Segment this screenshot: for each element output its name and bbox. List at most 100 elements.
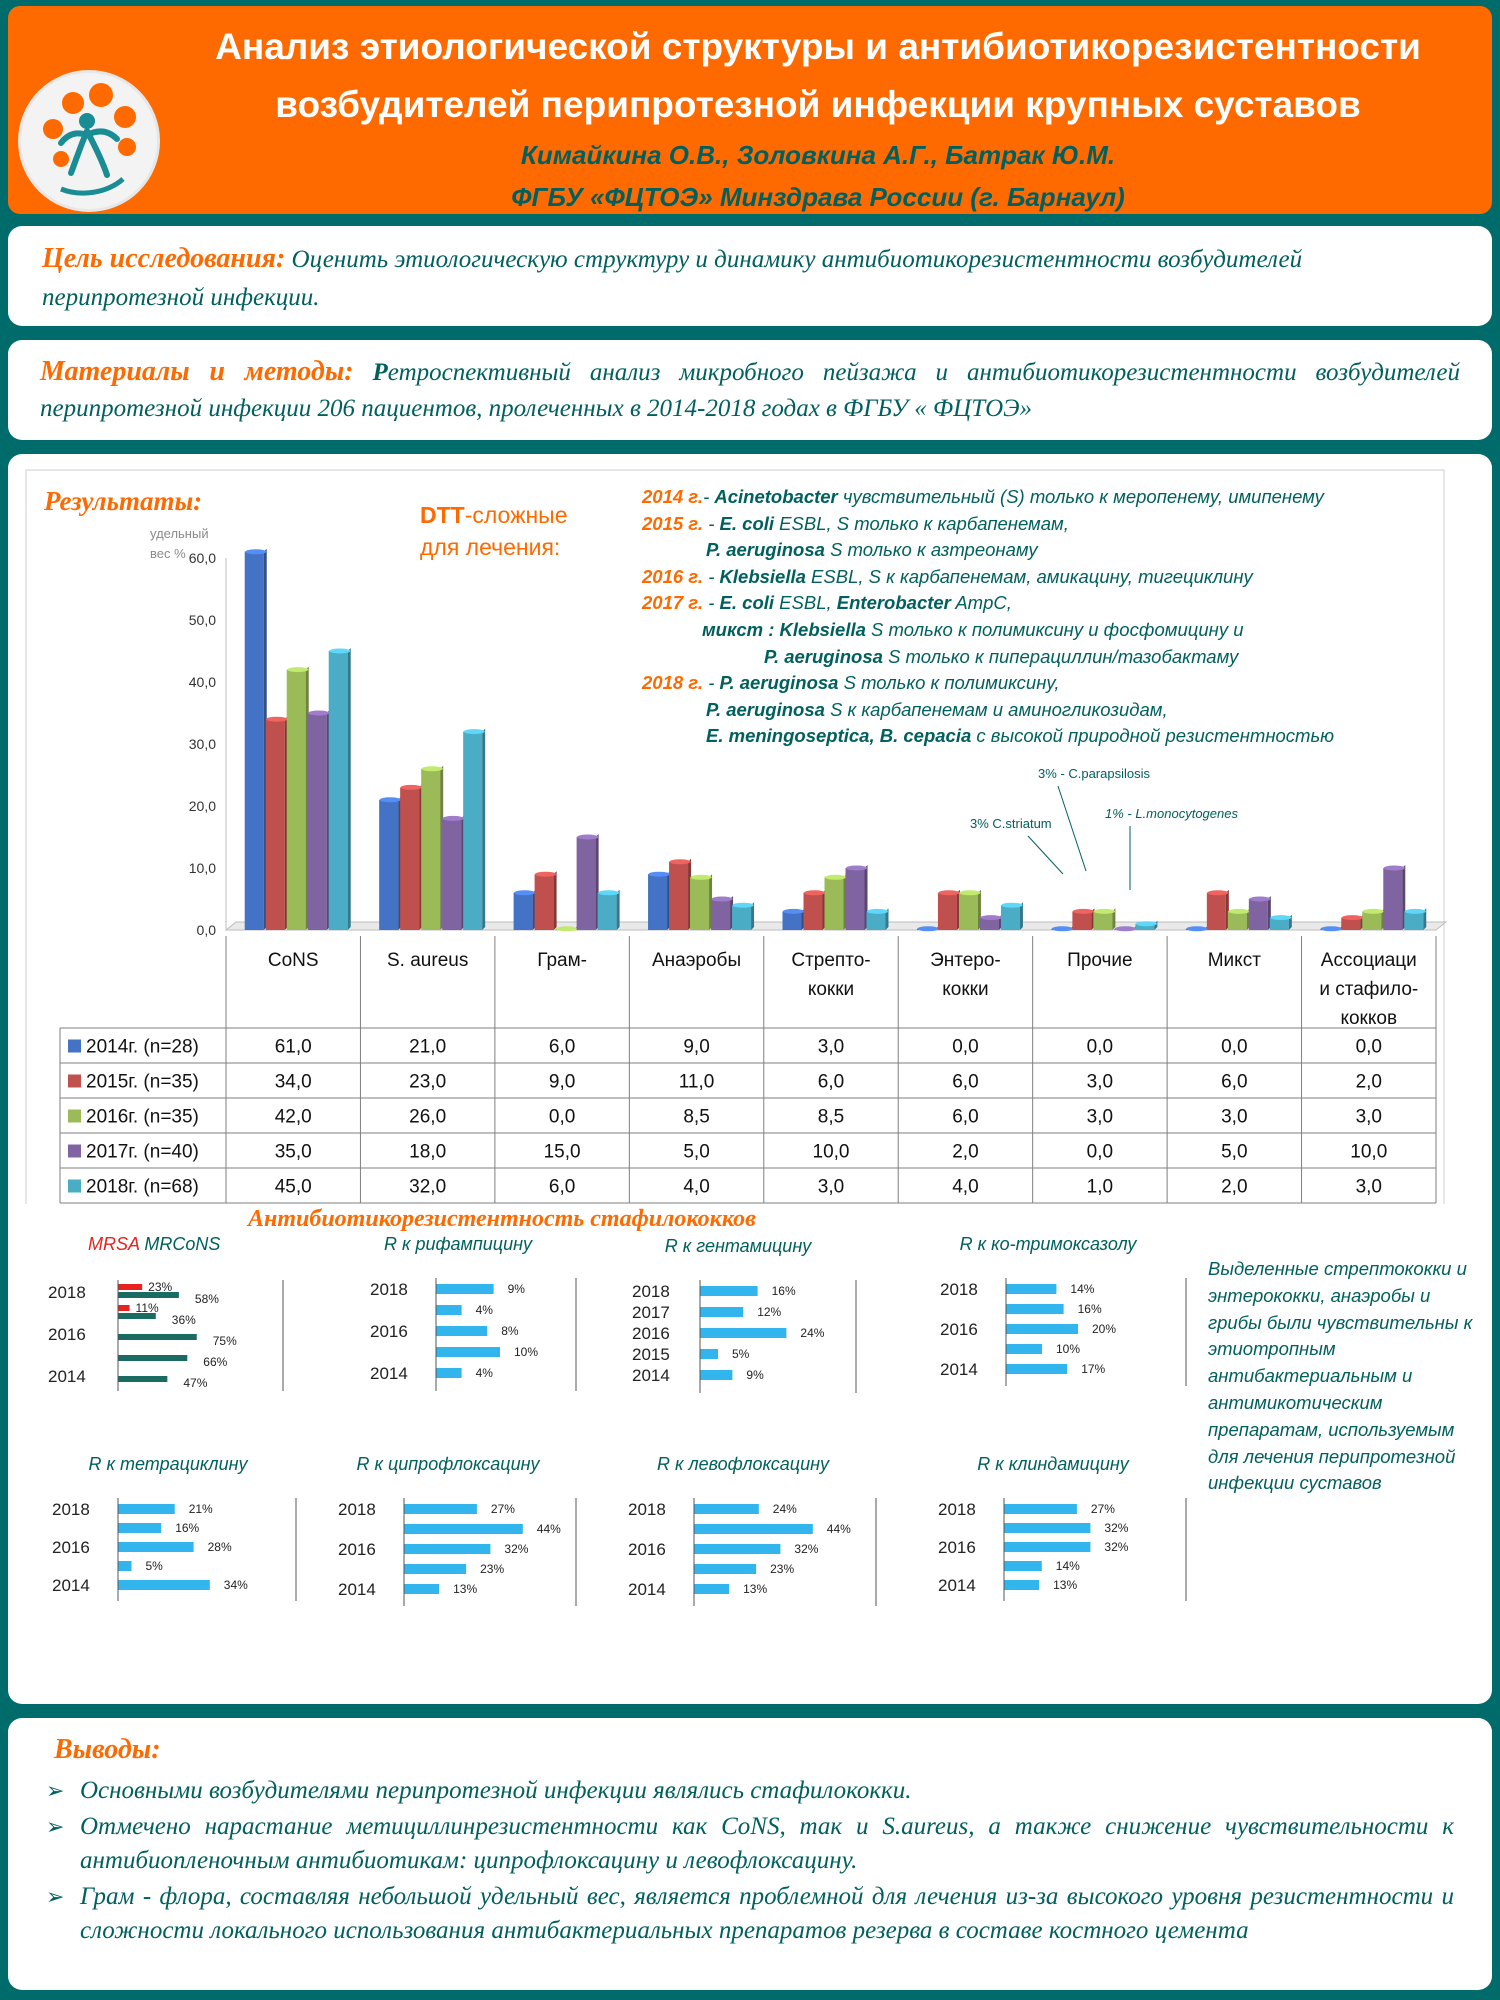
dtt-note-line: 2016 г. - Klebsiella ESBL, S к карбапене… xyxy=(642,564,1462,591)
bar xyxy=(404,1524,523,1534)
conclusions-label: Выводы: xyxy=(54,1734,161,1765)
resistance-mini-chart: R к гентамицину 2018 16% 2017 12% 2016 24% 2015… xyxy=(608,1236,868,1446)
year-label: 2016 xyxy=(940,1320,978,1339)
bar xyxy=(442,815,465,930)
note-text: - xyxy=(703,512,720,534)
mini-chart-title: R к тетрациклину xyxy=(88,1454,248,1474)
year-label: 2016 xyxy=(632,1324,670,1343)
bar xyxy=(803,889,826,930)
bar-side xyxy=(553,871,557,930)
note-year: 2017 г. xyxy=(642,592,704,614)
legend-entry: 2017г. (n=40) xyxy=(86,1142,199,1163)
bar-side xyxy=(751,902,755,930)
bar-side xyxy=(1423,908,1427,930)
table-value: 5,0 xyxy=(683,1142,709,1163)
table-value: 3,0 xyxy=(1356,1177,1382,1198)
table-value: 0,0 xyxy=(1221,1037,1247,1058)
y-axis-label: удельный xyxy=(150,526,209,541)
table-value: 3,0 xyxy=(1356,1107,1382,1128)
bar xyxy=(118,1580,210,1590)
bar xyxy=(1135,920,1158,930)
data-label: 8% xyxy=(501,1324,519,1338)
note-text: с высокой природной резистентностью xyxy=(971,725,1335,747)
category-label: и стафило- xyxy=(1319,979,1418,1000)
table-value: 3,0 xyxy=(1087,1072,1113,1093)
bar-front xyxy=(576,837,596,930)
table-value: 3,0 xyxy=(1087,1107,1113,1128)
table-value: 3,0 xyxy=(818,1037,844,1058)
bar-front xyxy=(1072,911,1092,930)
table-value: 0,0 xyxy=(1356,1037,1382,1058)
bar-front xyxy=(648,874,668,930)
legend-swatch xyxy=(68,1039,81,1053)
bar-top xyxy=(917,926,939,932)
bar-top xyxy=(1114,926,1136,932)
bar xyxy=(244,548,267,930)
table-value: 42,0 xyxy=(275,1107,312,1128)
year-label: 2014 xyxy=(338,1580,376,1599)
conclusion-item: ➢ Грам - флора, составляя небольшой удель… xyxy=(46,1880,1454,1948)
data-label: 27% xyxy=(1091,1502,1115,1516)
bar-front xyxy=(803,892,823,930)
table-value: 6,0 xyxy=(549,1037,575,1058)
resistance-mini-chart: R к ципрофлоксацину 2018 27% 44% 2016 32% 23% 2… xyxy=(308,1454,588,1664)
resistance-mini-chart: R к ко-тримоксазолу 2018 14% 16% 2016 20% 10% 2… xyxy=(898,1234,1198,1444)
side-note: Выделенные стрептококки и энтерококки, а… xyxy=(1208,1258,1473,1494)
bar xyxy=(118,1305,130,1311)
bar xyxy=(694,1564,757,1574)
bar-top xyxy=(421,766,443,772)
annotation-parapsilosis: 3% - C.parapsilosis xyxy=(1038,766,1150,781)
organism-name: P. aeruginosa xyxy=(706,698,825,720)
bar-front xyxy=(597,892,617,930)
year-label: 2018 xyxy=(370,1280,408,1299)
table-value: 0,0 xyxy=(1087,1142,1113,1163)
y-tick-label: 10,0 xyxy=(189,860,216,876)
bar xyxy=(534,871,557,930)
bar xyxy=(1004,1580,1040,1590)
bar xyxy=(1006,1324,1078,1334)
bar-top xyxy=(783,908,804,914)
bar-front xyxy=(513,892,533,930)
table-value: 6,0 xyxy=(1221,1072,1247,1093)
bar-top xyxy=(938,890,960,896)
bar xyxy=(436,1347,500,1357)
bar-top xyxy=(1207,890,1229,896)
table-value: 18,0 xyxy=(409,1142,446,1163)
bar xyxy=(1004,1561,1042,1571)
table-value: 45,0 xyxy=(275,1177,312,1198)
data-label: 32% xyxy=(504,1542,528,1556)
year-label: 2016 xyxy=(938,1538,976,1557)
bar xyxy=(690,874,713,930)
bar-top xyxy=(1404,908,1426,914)
dtt-note-line: E. meningoseptica, B. cepacia с высокой … xyxy=(642,723,1462,750)
organism-name: P. aeruginosa xyxy=(764,645,883,667)
dtt-note-line: P. aeruginosa S к карбапенемам и аминогл… xyxy=(642,697,1462,724)
bar xyxy=(118,1284,143,1290)
bar xyxy=(732,902,755,930)
table-value: 2,0 xyxy=(952,1142,978,1163)
bar xyxy=(400,784,423,930)
bar xyxy=(1006,1284,1057,1294)
series-label-mrsa: MRSA xyxy=(88,1234,140,1254)
bar xyxy=(1072,908,1095,930)
bar-front xyxy=(979,917,999,930)
bar-front xyxy=(1135,923,1155,930)
note-text: ESBL, S к карбапенемам, амикацину, тигец… xyxy=(805,565,1253,587)
bar-top xyxy=(1270,915,1292,921)
year-label: 2018 xyxy=(940,1280,978,1299)
bar-top xyxy=(1051,926,1073,932)
note-text: чувствительный (S) только к меропенему, … xyxy=(837,486,1324,507)
bar-top xyxy=(1383,865,1405,871)
bar-top xyxy=(245,549,267,555)
bar-front xyxy=(379,799,399,930)
bar-top xyxy=(266,716,288,722)
bar xyxy=(711,896,734,930)
mini-chart-svg: 2018 24% 44% 2016 32%23% 2014 13% xyxy=(628,1498,877,1606)
data-label: 5% xyxy=(732,1347,750,1361)
bar xyxy=(1341,914,1364,930)
bar xyxy=(1004,1504,1077,1514)
data-label: 11% xyxy=(136,1301,159,1315)
organism-name: Acinetobacter xyxy=(714,486,838,507)
category-label: Ассоциаци xyxy=(1321,950,1417,971)
table-value: 11,0 xyxy=(679,1072,715,1093)
